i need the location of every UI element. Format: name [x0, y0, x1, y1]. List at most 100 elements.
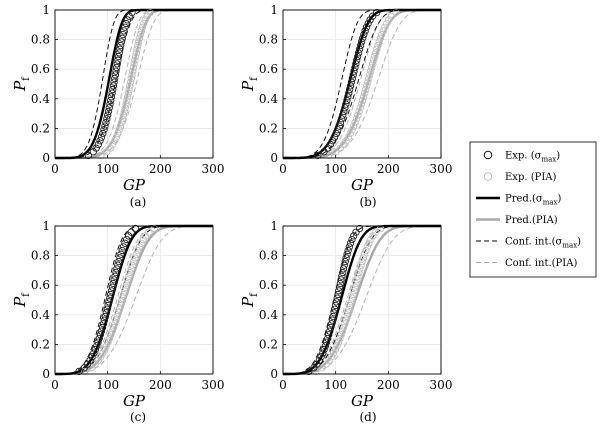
data-point-exp-sigma [86, 356, 94, 365]
data-point-exp-pia [136, 30, 145, 39]
y-tick-label: 0.4 [259, 92, 278, 106]
chart-panel: 0 100 200 300 0 0.2 0.4 0.6 0.8 1 GP Pf (a) [11, 3, 224, 209]
data-point-exp-pia [134, 246, 142, 255]
data-point-exp-sigma [112, 63, 121, 72]
data-point-exp-sigma [354, 49, 363, 57]
data-point-exp-sigma [346, 239, 355, 247]
data-point-exp-pia [118, 115, 127, 123]
data-point-exp-pia [140, 19, 148, 28]
data-point-exp-pia [351, 118, 359, 127]
plot-area [55, 10, 213, 158]
legend-entry: Conf. int.(PIA) [476, 258, 577, 269]
data-point-exp-sigma [83, 360, 92, 368]
data-point-exp-sigma [75, 367, 83, 376]
data-point-exp-sigma [111, 71, 119, 79]
data-point-exp-pia [355, 107, 363, 116]
x-tick-label: 200 [377, 378, 400, 392]
data-point-exp-sigma [110, 78, 118, 86]
data-point-exp-sigma [90, 349, 98, 357]
x-tick-label: 200 [377, 162, 400, 176]
data-point-exp-sigma [107, 96, 115, 105]
data-point-exp-pia [381, 23, 389, 31]
data-point-exp-sigma [122, 235, 131, 244]
data-point-exp-sigma [348, 235, 356, 244]
x-axis-label: GP [123, 392, 146, 410]
data-point-exp-pia [325, 356, 333, 365]
data-point-exp-pia [129, 257, 138, 266]
data-point-exp-sigma [97, 327, 106, 335]
y-tick-label: 0.8 [31, 33, 50, 47]
data-point-exp-pia [331, 345, 340, 354]
data-point-exp-pia [346, 129, 355, 138]
data-point-exp-pia [324, 151, 333, 160]
y-tick-label: 0.4 [31, 308, 50, 322]
y-tick-label: 0.2 [31, 121, 50, 135]
data-point-exp-sigma [340, 261, 348, 269]
data-point-exp-pia [362, 246, 370, 255]
data-point-exp-pia [115, 305, 123, 313]
data-point-exp-sigma [113, 60, 121, 68]
data-point-exp-pia [126, 82, 134, 90]
data-point-exp-sigma [373, 8, 381, 17]
data-point-exp-pia [124, 93, 132, 101]
data-point-exp-sigma [355, 224, 364, 233]
data-point-exp-sigma [124, 232, 133, 240]
data-point-exp-sigma [349, 71, 357, 79]
data-point-exp-pia [356, 265, 364, 273]
data-point-exp-pia [341, 320, 349, 328]
data-point-exp-pia [365, 74, 373, 83]
y-tick-label: 0 [42, 367, 50, 381]
data-point-exp-pia [363, 82, 371, 90]
panel-caption: (c) [130, 410, 146, 424]
data-point-exp-sigma [97, 133, 106, 141]
data-point-exp-sigma [102, 309, 110, 317]
data-point-exp-pia [376, 34, 385, 42]
data-point-exp-pia [135, 243, 144, 251]
data-point-exp-sigma [332, 301, 340, 310]
data-point-exp-pia [134, 41, 142, 50]
data-point-exp-sigma [359, 34, 367, 42]
data-point-exp-pia [129, 67, 137, 75]
data-point-exp-sigma [114, 52, 123, 61]
y-tick-label: 0.2 [259, 337, 278, 351]
data-point-exp-pia [112, 133, 121, 141]
data-point-exp-sigma [364, 19, 372, 28]
data-point-exp-pia [80, 367, 89, 376]
data-point-exp-sigma [131, 224, 140, 233]
data-point-exp-pia [382, 19, 391, 28]
data-point-exp-pia [117, 298, 126, 306]
data-point-exp-sigma [117, 250, 125, 258]
data-point-exp-pia [111, 137, 119, 145]
data-point-exp-sigma [100, 316, 109, 324]
data-point-exp-pia [116, 301, 125, 310]
data-point-exp-pia [117, 118, 126, 127]
legend-entry: Conf. int.(σmax) [476, 237, 581, 250]
data-point-exp-pia [343, 312, 351, 321]
data-point-exp-sigma [368, 12, 377, 20]
x-axis-label: GP [351, 176, 374, 194]
data-point-exp-sigma [351, 63, 359, 72]
data-point-exp-pia [115, 126, 123, 134]
data-point-exp-pia [342, 137, 350, 145]
data-point-exp-pia [127, 74, 135, 83]
data-point-exp-pia [334, 338, 343, 346]
data-point-exp-sigma [336, 118, 345, 127]
data-point-exp-sigma [334, 290, 342, 299]
data-point-exp-sigma [95, 334, 103, 343]
data-point-exp-sigma [344, 246, 352, 255]
data-point-exp-sigma [352, 228, 360, 236]
data-point-exp-pia [332, 148, 340, 156]
data-point-exp-sigma [98, 323, 107, 332]
data-point-exp-sigma [327, 323, 335, 332]
data-point-exp-pia [139, 235, 147, 244]
data-point-exp-pia [369, 60, 377, 68]
data-point-exp-pia [137, 27, 146, 35]
data-point-exp-pia [362, 85, 370, 94]
data-point-exp-pia [109, 140, 117, 149]
data-point-exp-pia [353, 276, 361, 284]
data-point-exp-sigma [332, 298, 341, 306]
data-point-exp-sigma [326, 327, 334, 335]
data-point-exp-sigma [99, 320, 108, 328]
data-point-exp-sigma [127, 228, 135, 236]
data-point-exp-sigma [102, 118, 110, 127]
